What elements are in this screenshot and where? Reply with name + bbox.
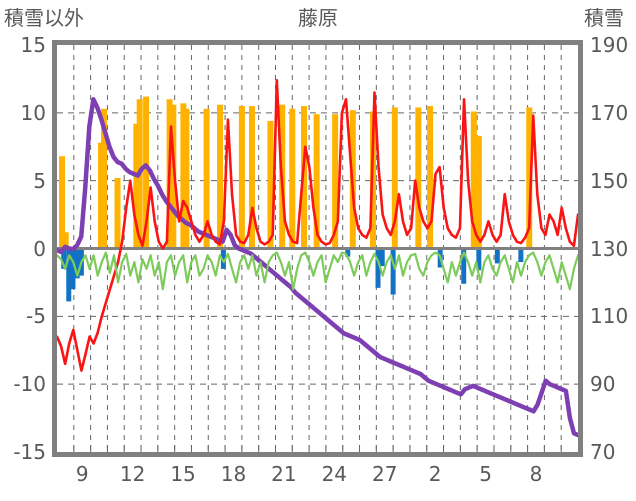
bar-precipitation [345,248,351,257]
x-axis-tick-label: 18 [220,462,247,486]
bar-precipitation [375,248,381,288]
bar-precipitation [518,248,524,263]
x-axis-tick-label: 8 [529,462,543,486]
bar-sunshine [59,156,66,249]
bar-sunshine [332,114,339,249]
bar-sunshine [217,104,224,249]
bar-sunshine [313,114,320,249]
bar-sunshine [133,123,140,249]
bar-sunshine [301,106,308,249]
series-temperature-green [57,251,578,291]
y-axis-left-tick-label: 10 [20,100,46,125]
x-axis-tick-label: 12 [119,462,146,486]
bar-sunshine [98,142,105,249]
bar-sunshine [180,103,187,249]
x-axis-tick-label: 9 [75,462,89,486]
bar-sunshine [183,108,190,249]
chart-canvas [57,45,578,452]
bar-sunshine [526,107,533,249]
right-axis-name: 積雪 [584,6,624,30]
x-axis-tick-label: 21 [271,462,297,486]
x-axis-tick-label: 27 [371,462,398,486]
y-axis-right-tick-label: 170 [590,100,629,125]
y-axis-left-tick-label: -5 [26,304,46,329]
bar-sunshine [289,108,296,249]
y-axis-right-tick-label: 190 [590,33,629,57]
bar-precipitation [220,248,226,269]
bar-sunshine [427,106,434,249]
bar-precipitation [70,248,76,290]
y-axis-right-tick-label: 90 [590,372,616,397]
bar-sunshine [248,106,255,249]
bar-sunshine [101,108,108,249]
series-temperature-red [57,78,578,372]
bar-sunshine [475,135,482,249]
series-snow-depth [57,97,578,438]
y-axis-left-tick-label: 0 [33,236,46,261]
bar-precipitation [74,248,80,279]
bar-sunshine [238,106,245,249]
bar-precipitation [461,248,467,284]
y-axis-left-tick-label: 15 [20,33,46,57]
y-axis-right-tick-label: 70 [590,440,616,464]
y-axis-left-tick-label: -15 [13,440,46,464]
bar-sunshine [170,104,177,249]
bar-sunshine [415,107,422,249]
left-axis-name: 積雪以外 [4,6,84,30]
x-axis-tick-label: 5 [479,462,492,486]
y-axis-left-tick-label: 5 [33,168,46,193]
plot-area [57,45,578,452]
bar-sunshine [267,120,274,249]
x-axis-tick-label: 24 [321,462,348,486]
bar-sunshine [143,96,150,249]
bar-precipitation [390,248,396,295]
bar-sunshine [391,107,398,249]
y-axis-right-tick-label: 110 [590,304,629,329]
bar-precipitation [476,248,482,271]
y-axis-right-tick-label: 150 [590,168,629,193]
bar-sunshine [62,232,69,249]
chart-title: 藤原 [298,6,338,30]
bar-sunshine [470,111,477,249]
bar-precipitation [379,248,385,267]
x-axis-tick-label: 15 [170,462,196,486]
bar-sunshine [114,177,121,249]
x-axis-tick-label: 2 [428,462,442,486]
bar-precipitation [494,248,500,264]
y-axis-right-tick-label: 130 [590,236,629,261]
bar-sunshine [203,108,210,249]
bar-precipitation [61,248,67,269]
bar-precipitation [66,248,72,302]
y-axis-left-tick-label: -10 [13,372,46,397]
